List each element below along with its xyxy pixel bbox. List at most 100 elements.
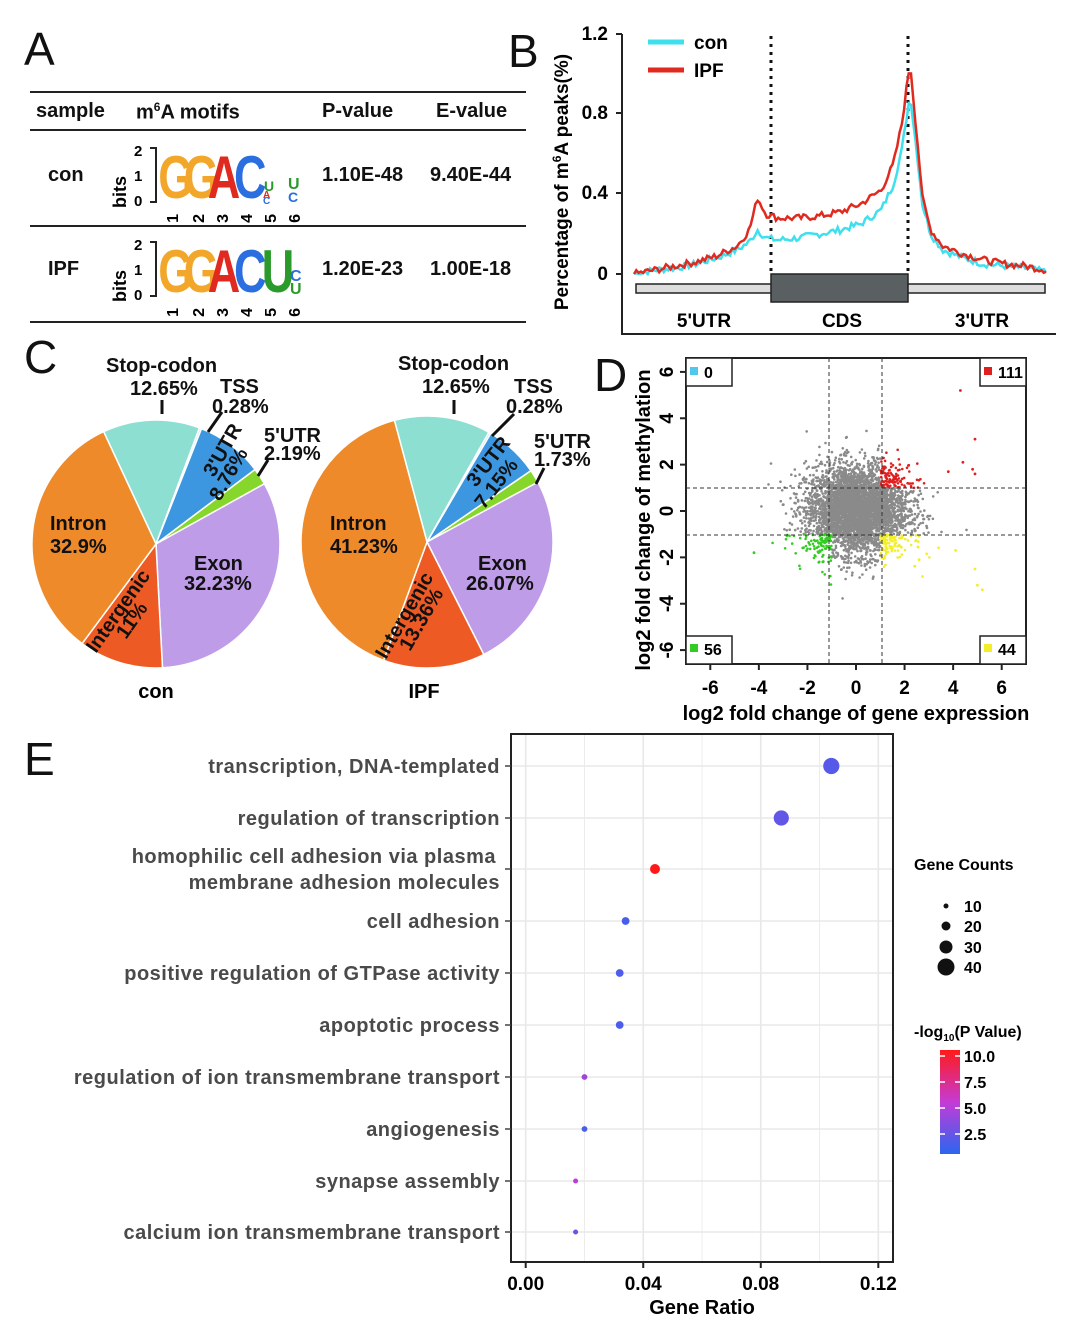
scatter-point [865,474,869,478]
scatter-point [804,524,807,527]
series-line-ipf [632,72,1047,275]
scatter-point [874,468,877,471]
scatter-point [875,465,879,469]
scatter-point [794,552,797,555]
scatter-point [841,447,845,450]
scatter-point [821,507,825,511]
scatter-point [836,478,839,482]
scatter-point [824,547,828,550]
scatter-point [895,528,899,531]
scatter-point [830,521,834,524]
scatter-point [843,454,846,457]
scatter-point [980,588,984,592]
scatter-point [893,498,897,501]
scatter-point [852,495,856,498]
scatter-point [853,545,856,548]
scatter-point [898,497,902,501]
scatter-point [817,541,820,544]
scatter-point [887,515,891,518]
tick: 0 [134,287,142,304]
scatter-point [798,473,801,476]
scatter-point [894,541,898,545]
scatter-point [867,475,871,478]
pie-slice-intergenic [382,540,485,669]
row-ipf-pvalue: 1.20E-23 [322,258,404,280]
scatter-point [821,514,824,517]
scatter-point [780,489,784,492]
color-legend: -log10(P Value) 10.0 7.5 5.0 2.5 [914,1024,1022,1154]
scatter-point [897,494,900,497]
slice-name: 5'UTR [264,425,322,447]
scatter-point [867,459,870,463]
scatter-point [839,568,843,571]
scatter-point [817,512,821,515]
scatter-point [866,481,869,484]
scatter-point [875,470,878,473]
scatter-point [823,533,826,537]
scatter-point [858,462,861,466]
scatter-point [760,505,763,508]
scatter-point [855,462,859,466]
motif-letter: C [288,189,298,205]
scatter-point [805,430,808,433]
scatter-point [841,597,844,600]
scatter-point [791,515,795,518]
scatter-point [917,512,920,516]
scatter-point [819,517,822,521]
scatter-point [961,460,965,464]
scatter-point [892,478,895,482]
slice-value: 12.65% [130,378,198,400]
scatter-point [896,482,900,485]
scatter-point [893,480,896,484]
scatter-point [833,528,837,532]
scatter-point [832,476,835,479]
scatter-point [882,520,886,524]
scatter-point [898,463,902,466]
scatter-point [837,565,841,568]
scatter-point [812,524,816,528]
size-legend-dot [937,958,955,976]
header-pvalue: P-value [322,100,394,122]
scatter-point [928,514,932,518]
bits-label: bits [110,270,130,302]
scatter-point [808,509,812,513]
scatter-point [824,496,827,499]
y-axis-label: Percentage of m6A peaks(%) [550,54,573,310]
scatter-point [820,536,824,540]
scatter-point [913,527,916,531]
x-tick-label: 0 [851,678,862,699]
x-axis-label: log2 fold change of gene expression [683,703,1030,725]
x-tick-label: 0.12 [860,1274,897,1295]
scatter-point [859,470,863,474]
scatter-point [851,528,855,531]
scatter-point [890,505,894,508]
scatter-point [873,559,877,563]
scatter-point [836,476,839,479]
scatter-point [838,515,841,519]
scatter-point [803,520,806,523]
scatter-point [882,565,886,569]
scatter-point [830,544,833,548]
scatter-point [901,526,904,530]
scatter-point [818,549,822,552]
motif-letter: U [264,178,274,194]
scatter-point [883,471,887,475]
scatter-point [814,504,818,507]
pie-slice-exon [426,481,554,656]
scatter-point [816,525,819,529]
scatter-point [836,540,840,544]
scatter-point [886,547,889,550]
scatter-point [874,553,877,556]
scatter-point [805,517,808,520]
scatter-point [823,539,826,543]
motif-letter: C [263,196,270,207]
scatter-point [818,445,821,449]
scatter-point [845,459,849,463]
scatter-point [921,521,925,525]
scatter-point [807,512,810,516]
scatter-point [877,529,881,533]
scatter-point [883,506,887,509]
scatter-point [821,492,824,495]
scatter-point [916,540,920,543]
scatter-point [888,537,892,540]
